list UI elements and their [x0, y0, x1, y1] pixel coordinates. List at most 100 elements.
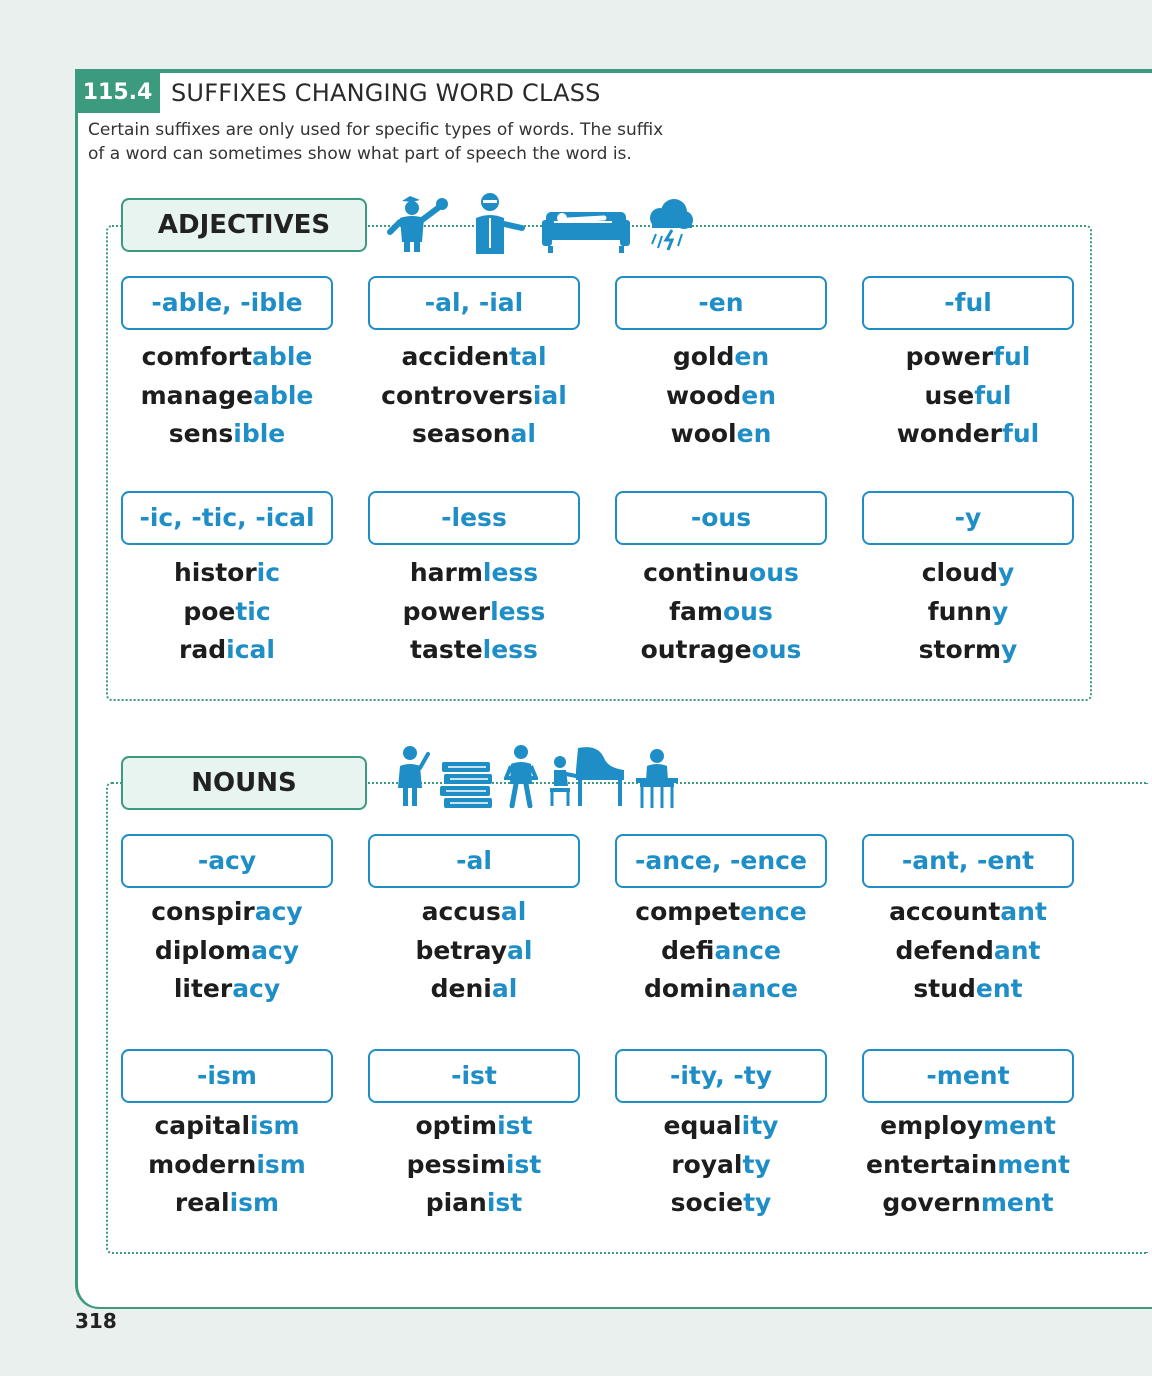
example-words: optimist pessimist pianist — [351, 1107, 597, 1223]
suffix-box: -ism — [121, 1049, 333, 1103]
scientist-presenting-icon — [476, 193, 525, 254]
pianist-icon — [550, 747, 624, 806]
nouns-panel — [106, 782, 1148, 1254]
example-word: cloudy — [921, 558, 1015, 587]
suffix-box: -ous — [615, 491, 827, 545]
example-word: stormy — [918, 635, 1018, 664]
example-word: seasonal — [411, 419, 536, 448]
example-word: woolen — [670, 419, 772, 448]
example-words: accountant defendant student — [845, 893, 1091, 1009]
suffix-box: -ant, -ent — [862, 834, 1074, 888]
intro-line-1: Certain suffixes are only used for speci… — [88, 120, 664, 140]
example-words: cloudy funny stormy — [845, 554, 1091, 670]
example-word: betrayal — [415, 935, 533, 965]
example-word: conspiracy — [151, 897, 303, 926]
example-word: poetic — [183, 596, 271, 626]
suffix-box: -al — [368, 834, 580, 888]
page-number: 318 — [75, 1309, 117, 1333]
example-word: denial — [430, 974, 518, 1003]
example-word: harmless — [409, 558, 539, 587]
example-word: employment — [880, 1111, 1056, 1140]
example-word: funny — [927, 596, 1009, 626]
suffix-box: -en — [615, 276, 827, 330]
example-words: powerful useful wonderful — [845, 338, 1091, 454]
example-word: accusal — [421, 897, 527, 926]
example-word: defiance — [661, 935, 781, 965]
example-words: conspiracy diplomacy literacy — [104, 893, 350, 1009]
adjectives-label: ADJECTIVES — [121, 198, 367, 252]
example-word: diplomacy — [154, 935, 300, 965]
suffix-box: -ment — [862, 1049, 1074, 1103]
example-word: accountant — [889, 897, 1047, 926]
suffix-box: -ic, -tic, -ical — [121, 491, 333, 545]
example-word: modernism — [148, 1149, 306, 1179]
example-word: tasteless — [410, 635, 538, 664]
nouns-label: NOUNS — [121, 756, 367, 810]
suffix-box: -y — [862, 491, 1074, 545]
example-word: equality — [663, 1111, 779, 1140]
example-word: accidental — [401, 342, 547, 371]
student-at-desk-icon — [636, 749, 678, 808]
example-word: government — [882, 1188, 1054, 1217]
example-word: radical — [179, 635, 275, 664]
example-word: controversial — [381, 380, 567, 410]
example-words: comfortable manageable sensible — [104, 338, 350, 454]
storm-cloud-icon — [650, 199, 693, 251]
example-words: employment entertainment government — [845, 1107, 1091, 1223]
suffix-box: -acy — [121, 834, 333, 888]
example-word: entertainment — [866, 1149, 1070, 1179]
example-word: dominance — [644, 974, 798, 1003]
example-word: famous — [669, 596, 773, 626]
example-word: useful — [924, 380, 1012, 410]
example-words: continuous famous outrageous — [598, 554, 844, 670]
suffix-box: -ist — [368, 1049, 580, 1103]
example-word: continuous — [643, 558, 799, 587]
example-word: royalty — [671, 1149, 771, 1179]
heroic-actor-with-skull-icon — [387, 196, 448, 252]
example-word: capitalism — [154, 1111, 300, 1140]
example-word: golden — [672, 342, 770, 371]
suffix-box: -ity, -ty — [615, 1049, 827, 1103]
section-title: SUFFIXES CHANGING WORD CLASS — [171, 79, 601, 107]
example-word: society — [670, 1188, 772, 1217]
example-word: student — [913, 974, 1023, 1003]
book-stack-icon — [440, 762, 492, 808]
example-word: literacy — [173, 974, 281, 1003]
example-words: accusal betrayal denial — [351, 893, 597, 1009]
section-number: 115.4 — [75, 73, 160, 113]
example-word: optimist — [415, 1111, 533, 1140]
example-word: sensible — [168, 419, 286, 448]
example-words: equality royalty society — [598, 1107, 844, 1223]
person-on-sofa-icon — [542, 212, 630, 253]
accuser-icon — [398, 746, 430, 806]
example-words: harmless powerless tasteless — [351, 554, 597, 670]
suffix-box: -able, -ible — [121, 276, 333, 330]
example-word: defendant — [895, 935, 1041, 965]
suffix-box: -ful — [862, 276, 1074, 330]
intro-line-2: of a word can sometimes show what part o… — [88, 144, 632, 164]
suffix-box: -al, -ial — [368, 276, 580, 330]
example-word: historic — [173, 558, 281, 587]
example-word: powerful — [905, 342, 1031, 371]
example-word: comfortable — [141, 342, 313, 371]
example-words: historic poetic radical — [104, 554, 350, 670]
example-words: accidental controversial seasonal — [351, 338, 597, 454]
nouns-icons — [394, 745, 678, 808]
example-word: pianist — [425, 1188, 523, 1217]
example-word: manageable — [140, 380, 314, 410]
example-words: competence defiance dominance — [598, 893, 844, 1009]
example-word: realism — [174, 1188, 280, 1217]
example-word: wooden — [665, 380, 777, 410]
suffix-box: -less — [368, 491, 580, 545]
example-words: capitalism modernism realism — [104, 1107, 350, 1223]
example-word: pessimist — [406, 1149, 542, 1179]
example-word: competence — [635, 897, 807, 926]
defiant-person-icon — [504, 745, 538, 808]
suffix-box: -ance, -ence — [615, 834, 827, 888]
example-word: outrageous — [640, 635, 802, 664]
adjectives-icons — [386, 193, 694, 254]
section-intro: Certain suffixes are only used for speci… — [88, 118, 668, 166]
example-words: golden wooden woolen — [598, 338, 844, 454]
example-word: wonderful — [896, 419, 1040, 448]
example-word: powerless — [402, 596, 546, 626]
